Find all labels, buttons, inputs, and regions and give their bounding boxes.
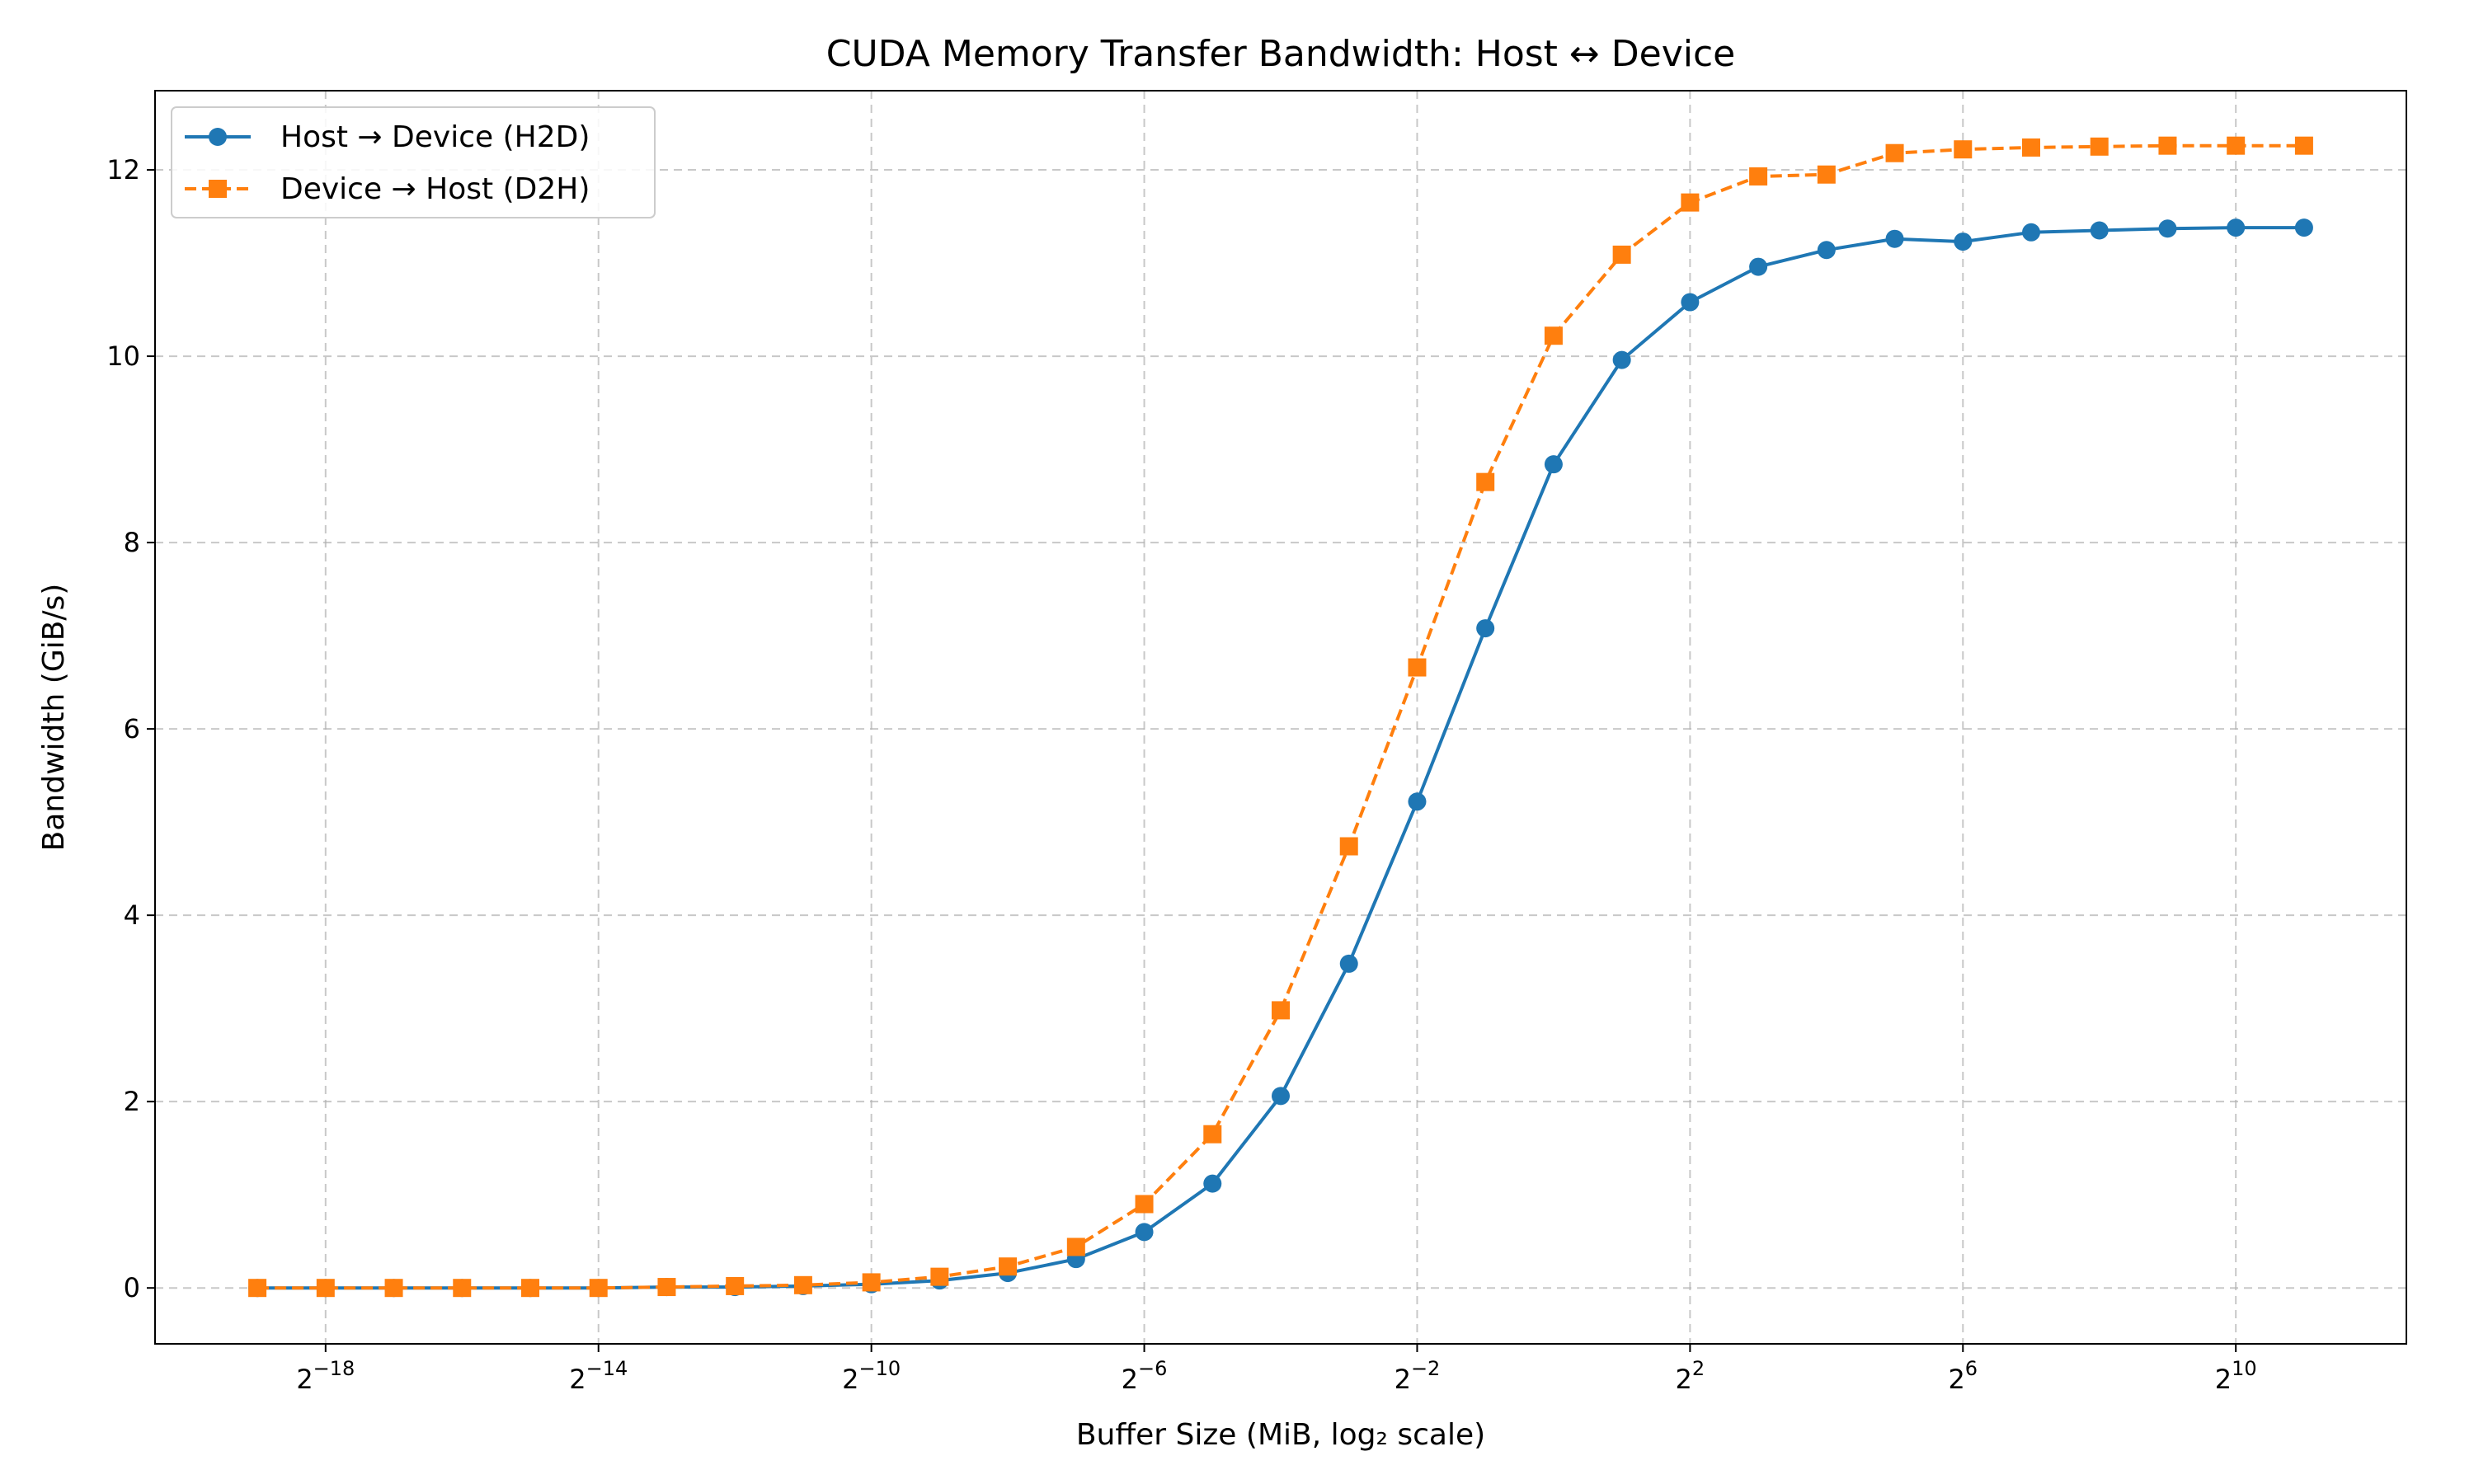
x-tick-label: 2−6 [1122,1357,1168,1395]
data-point-h2d [2090,221,2109,240]
data-point-d2h [2090,137,2109,156]
data-point-h2d [2227,218,2246,237]
data-point-d2h [453,1279,472,1298]
x-tick-label: 210 [2215,1357,2257,1395]
legend-label-0: Host → Device (H2D) [280,120,590,154]
data-point-d2h [1408,658,1427,677]
y-tick-label: 12 [106,154,140,186]
data-point-h2d [1817,241,1836,260]
chart-title: CUDA Memory Transfer Bandwidth: Host ↔ D… [826,33,1736,75]
data-point-h2d [1954,232,1973,251]
data-point-d2h [1544,326,1563,345]
x-tick-label: 26 [1948,1357,1978,1395]
ticks: 0 2 4 6 8 10 12 2−18 2−14 2−10 2−6 2−2 22 26 210 [106,154,2256,1395]
y-tick-label: 10 [106,340,140,372]
data-point-d2h [657,1278,676,1297]
data-point-d2h [1612,245,1631,264]
data-point-d2h [2294,136,2313,155]
series-layer [248,136,2313,1298]
data-point-d2h [1885,143,1904,162]
y-tick-label: 6 [124,713,140,744]
data-point-h2d [1272,1087,1291,1106]
y-tick-label: 2 [124,1086,140,1117]
data-point-d2h [521,1279,540,1298]
y-axis-label: Bandwidth (GiB/s) [37,584,71,852]
data-point-d2h [999,1257,1018,1276]
data-point-h2d [2022,223,2041,242]
data-point-d2h [248,1279,267,1298]
data-point-d2h [1135,1195,1154,1214]
y-tick-label: 0 [124,1272,140,1303]
data-point-d2h [1339,837,1358,856]
data-point-d2h [2022,138,2041,157]
data-point-h2d [1885,229,1904,248]
data-point-d2h [316,1279,335,1298]
data-point-h2d [2294,218,2313,237]
data-point-d2h [2158,136,2177,155]
data-point-h2d [2158,219,2177,238]
legend-marker-1 [209,180,227,198]
data-point-h2d [1681,293,1700,312]
data-point-h2d [1408,792,1427,811]
data-point-d2h [862,1273,881,1292]
data-point-d2h [1817,165,1836,184]
data-point-d2h [2227,136,2246,155]
data-point-d2h [1749,167,1768,186]
data-point-h2d [1749,257,1768,276]
data-point-d2h [589,1279,608,1298]
x-axis-label: Buffer Size (MiB, log₂ scale) [1076,1418,1485,1452]
legend-marker-0 [209,128,227,146]
plot-frame [154,90,2407,1345]
data-point-d2h [930,1267,949,1286]
data-point-d2h [384,1279,403,1298]
data-point-d2h [793,1275,812,1294]
legend-box [171,106,656,218]
legend-label-1: Device → Host (D2H) [280,172,590,206]
y-tick-label: 4 [124,899,140,931]
data-point-h2d [1612,350,1631,369]
data-point-h2d [1544,455,1563,474]
x-tick-label: 2−2 [1395,1357,1441,1395]
x-tick-label: 2−18 [296,1357,355,1395]
data-point-h2d [1476,619,1495,638]
data-point-d2h [1681,193,1700,212]
x-tick-label: 22 [1676,1357,1705,1395]
data-point-h2d [1203,1174,1222,1193]
data-point-d2h [726,1276,745,1295]
data-point-h2d [1339,954,1358,973]
legend: Host → Device (H2D) Device → Host (D2H) [171,106,656,218]
data-point-d2h [1203,1125,1222,1144]
x-tick-label: 2−10 [842,1357,901,1395]
data-point-h2d [1135,1223,1154,1242]
y-tick-label: 8 [124,527,140,558]
data-point-d2h [1954,140,1973,159]
data-point-d2h [1066,1237,1085,1256]
x-tick-label: 2−14 [569,1357,628,1395]
data-point-d2h [1476,472,1495,491]
data-point-d2h [1272,1001,1291,1020]
